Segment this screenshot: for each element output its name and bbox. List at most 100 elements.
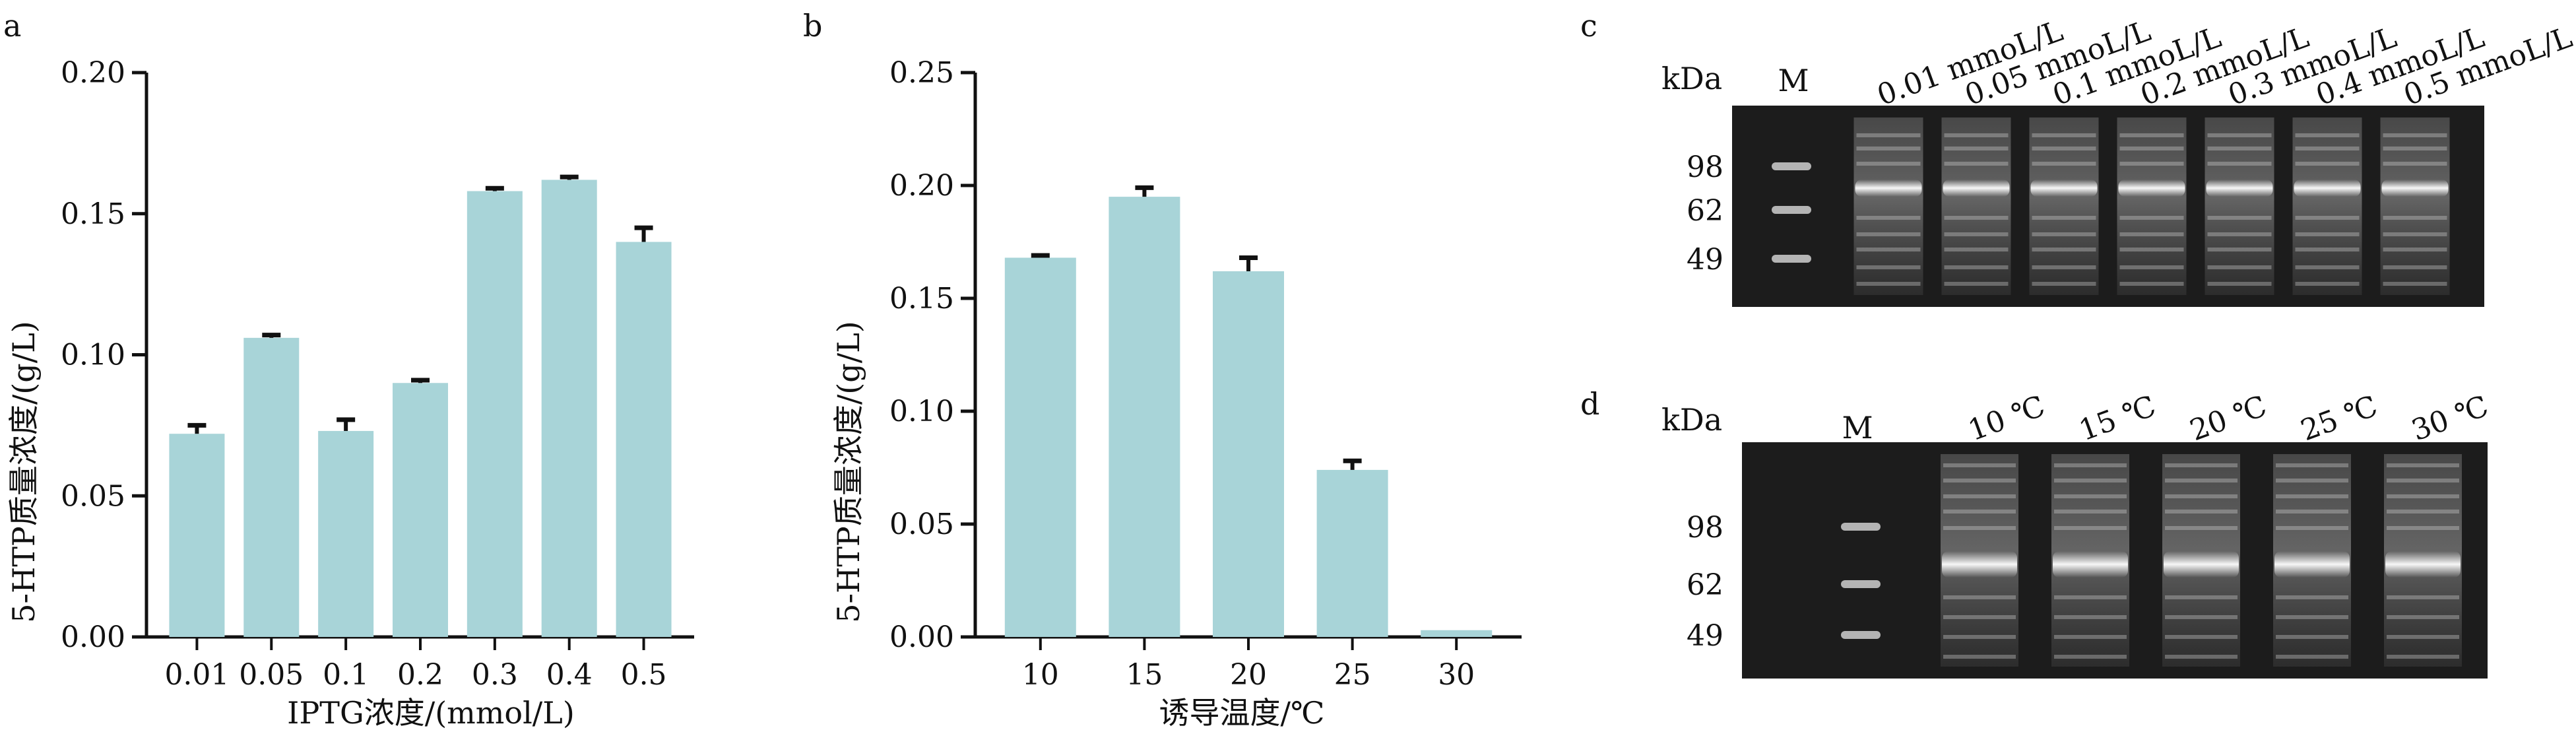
faint-band [2276, 479, 2348, 482]
faint-band [2383, 147, 2447, 150]
y-tick-label: 0.20 [889, 169, 954, 203]
faint-band [1944, 232, 2009, 236]
main-band [2030, 180, 2098, 197]
sample-lane [2380, 117, 2450, 295]
marker-kda-label: 62 [1687, 568, 1723, 602]
faint-band [2165, 635, 2238, 639]
faint-band [2207, 133, 2272, 137]
faint-band [1944, 282, 2009, 286]
faint-band [1944, 248, 2009, 251]
faint-band [2383, 265, 2447, 269]
faint-band [2276, 494, 2348, 498]
faint-band [2295, 265, 2360, 269]
gel-d: 98 62 49 10 ℃ 15 ℃ 20 ℃ 25 ℃ 30 ℃ [1687, 389, 2493, 679]
panel-label-b: b [803, 8, 822, 44]
faint-band [2295, 232, 2360, 236]
main-band [1855, 180, 1922, 197]
sample-lane [1853, 117, 1923, 295]
faint-band [2054, 479, 2127, 482]
faint-band [1856, 232, 1921, 236]
faint-band [1943, 526, 2016, 530]
main-band [2274, 551, 2350, 578]
faint-band [2295, 162, 2360, 166]
y-tick-label: 0.25 [889, 56, 954, 90]
faint-band [2119, 133, 2184, 137]
marker-kda-label: 98 [1687, 511, 1723, 545]
faint-band [1856, 162, 1921, 166]
faint-band [1944, 133, 2009, 137]
marker-band [1841, 631, 1881, 639]
faint-band [2032, 232, 2096, 236]
faint-band [1943, 510, 2016, 514]
y-tick-label: 0.20 [61, 56, 125, 90]
faint-band [2119, 147, 2184, 150]
lane-label: 25 ℃ [2296, 389, 2381, 448]
main-band [2118, 180, 2185, 197]
faint-band [1943, 479, 2016, 482]
faint-band [2165, 510, 2238, 514]
faint-band [1943, 595, 2016, 599]
bar [1421, 630, 1493, 637]
faint-band [2295, 216, 2360, 220]
faint-band [2207, 162, 2272, 166]
faint-band [2207, 147, 2272, 150]
faint-band [1856, 248, 1921, 251]
faint-band [1944, 265, 2009, 269]
bar [243, 337, 300, 637]
bar [393, 383, 448, 637]
main-band [2294, 180, 2361, 197]
faint-band [2054, 510, 2127, 514]
marker-band [1772, 162, 1811, 170]
faint-band [2165, 655, 2238, 659]
faint-band [2207, 248, 2272, 251]
y-tick-label: 0.10 [889, 395, 954, 428]
bar [1004, 257, 1076, 637]
chart-b-xlabel: 诱导温度/℃ [1159, 695, 1325, 730]
faint-band [2032, 282, 2096, 286]
main-band [2206, 180, 2273, 197]
faint-band [2165, 479, 2238, 482]
faint-band [2054, 595, 2127, 599]
faint-band [2054, 655, 2127, 659]
faint-band [2383, 232, 2447, 236]
main-band [1942, 551, 2017, 578]
x-tick-label: 30 [1438, 658, 1475, 692]
marker-band [1841, 523, 1881, 531]
bar [541, 180, 597, 637]
faint-band [2276, 510, 2348, 514]
panel-label-c: c [1580, 8, 1597, 44]
faint-band [2165, 463, 2238, 467]
faint-band [2165, 595, 2238, 599]
faint-band [2165, 494, 2238, 498]
faint-band [2276, 463, 2348, 467]
gel-d-unit: kDa [1661, 402, 1722, 438]
faint-band [2387, 510, 2459, 514]
bar [318, 430, 374, 637]
main-band [1943, 180, 2010, 197]
faint-band [2295, 282, 2360, 286]
faint-band [1856, 133, 1921, 137]
bar [1316, 469, 1388, 637]
chart-b: 0.00 0.05 0.10 0.15 0.20 0.25 10 15 20 25 30 [889, 56, 1522, 692]
faint-band [2054, 463, 2127, 467]
marker-kda-label: 98 [1687, 150, 1723, 184]
faint-band [2119, 162, 2184, 166]
x-tick-label: 0.1 [323, 658, 369, 692]
faint-band [2165, 615, 2238, 619]
faint-band [1943, 655, 2016, 659]
faint-band [1856, 216, 1921, 220]
faint-band [2119, 248, 2184, 251]
x-tick-label: 15 [1126, 658, 1163, 692]
lane-label: 15 ℃ [2075, 389, 2160, 448]
sample-lane [2292, 117, 2362, 295]
lane-label: 30 ℃ [2407, 389, 2492, 448]
sample-lane [1941, 117, 2011, 295]
faint-band [2054, 494, 2127, 498]
y-tick-label: 0.00 [889, 620, 954, 654]
main-band [2381, 180, 2449, 197]
faint-band [2207, 265, 2272, 269]
marker-band [1772, 255, 1811, 263]
panel-label-a: a [3, 8, 21, 44]
